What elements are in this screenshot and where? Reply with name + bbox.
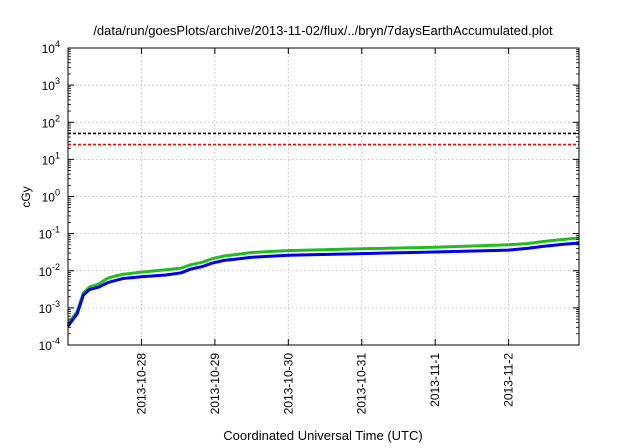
series-line — [66, 241, 580, 328]
x-tick-label: 2013-11-2 — [502, 353, 516, 407]
y-axis: 10-4 10-3 10-2 10-1 100 101 102 103 104 — [39, 39, 579, 353]
y-tick-label: 101 — [42, 150, 60, 167]
y-axis-label: cGy — [19, 186, 33, 207]
x-tick-label: 2013-10-28 — [134, 353, 148, 415]
y-tick-label: 104 — [42, 39, 60, 56]
x-tick-label: 2013-10-30 — [281, 353, 295, 415]
x-tick-label: 2013-11-1 — [428, 353, 442, 407]
y-tick-label: 103 — [42, 76, 60, 93]
x-axis-label: Coordinated Universal Time (UTC) — [223, 428, 422, 443]
x-axis: 2013-10-28 2013-10-29 2013-10-30 2013-10-31… — [134, 48, 516, 415]
y-tick-label: 102 — [42, 113, 60, 130]
x-tick-label: 2013-10-29 — [208, 353, 222, 415]
y-tick-label: 10-1 — [39, 225, 60, 242]
chart-title: /data/run/goesPlots/archive/2013-11-02/f… — [93, 23, 553, 38]
threshold-lines — [68, 132, 579, 146]
y-tick-label: 10-2 — [39, 262, 60, 279]
grid — [68, 48, 579, 345]
y-tick-label: 100 — [42, 188, 60, 205]
y-tick-label: 10-4 — [39, 336, 60, 353]
y-tick-label: 10-3 — [39, 299, 60, 316]
series-group — [66, 236, 580, 328]
x-tick-label: 2013-10-31 — [355, 353, 369, 415]
series-line — [66, 236, 580, 325]
